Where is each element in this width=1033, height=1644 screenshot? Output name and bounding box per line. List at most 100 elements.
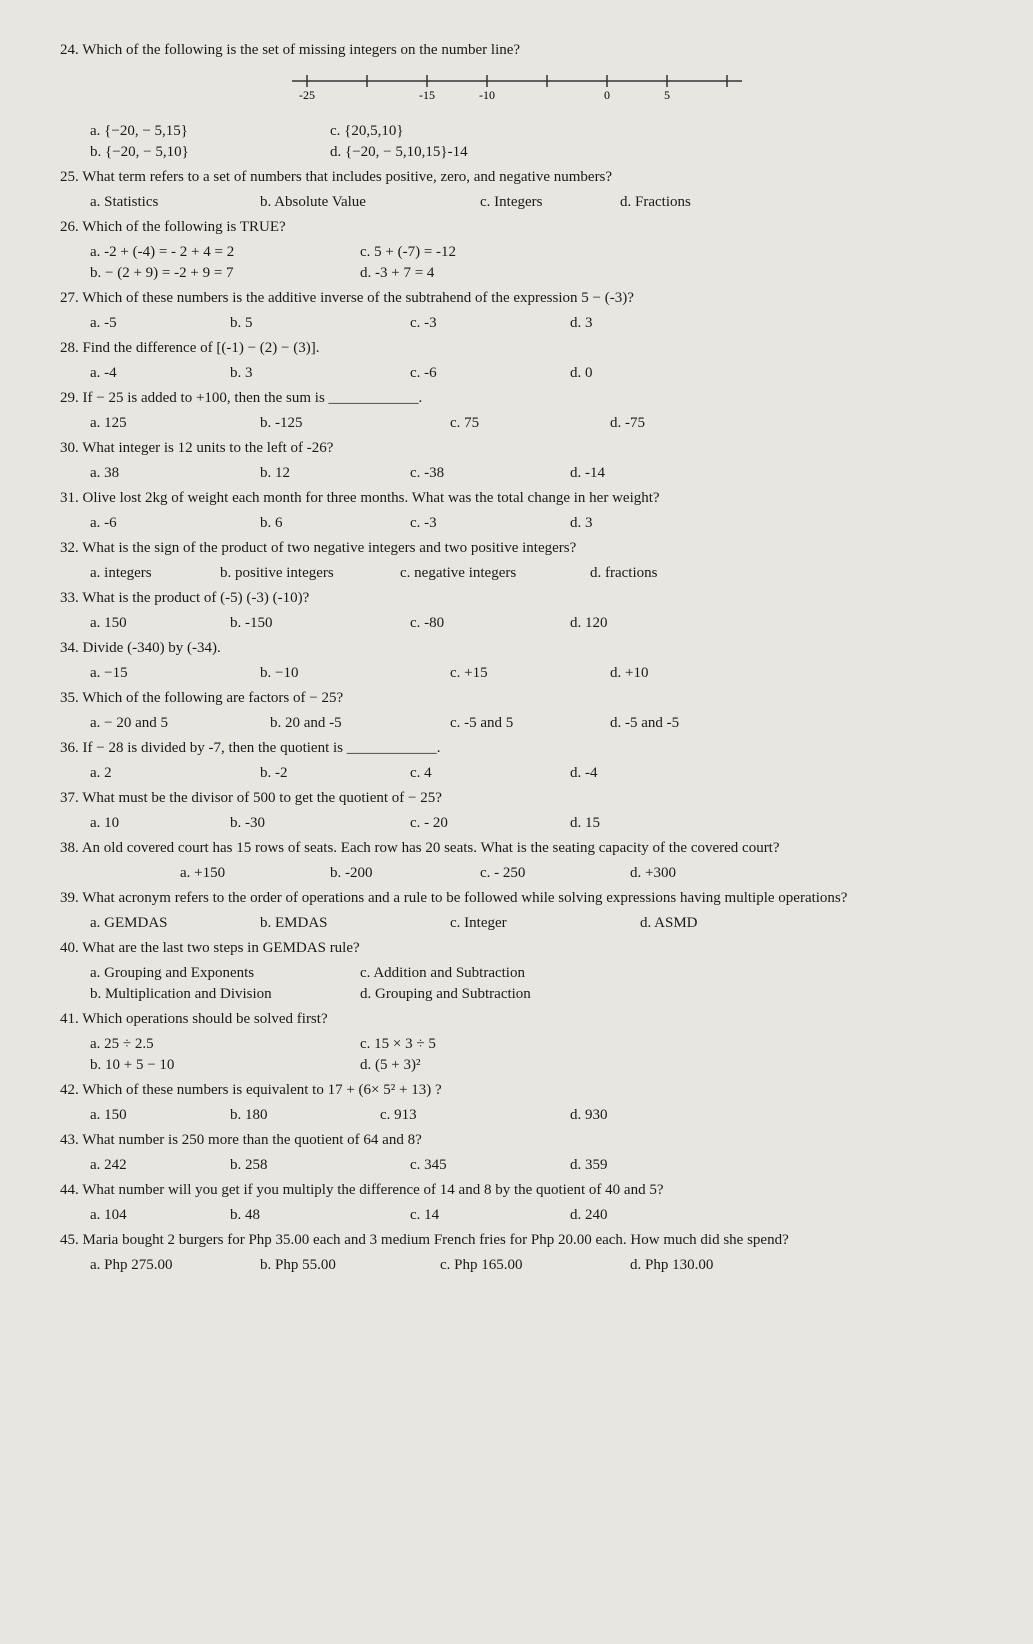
- opt-b: b. 258: [230, 1155, 370, 1176]
- opt-a: a. − 20 and 5: [90, 713, 230, 734]
- question-29: 29. If − 25 is added to +100, then the s…: [60, 388, 973, 409]
- opt-c: c. +15: [450, 663, 570, 684]
- q-num: 34.: [60, 640, 79, 656]
- options-45: a. Php 275.00 b. Php 55.00 c. Php 165.00…: [90, 1255, 973, 1276]
- q-text: Which of these numbers is the additive i…: [82, 290, 634, 306]
- opt-d: d. 3: [570, 313, 593, 334]
- q-text: If − 25 is added to +100, then the sum i…: [83, 390, 423, 406]
- options-33: a. 150 b. -150 c. -80 d. 120: [90, 613, 973, 634]
- opt-b: b. -150: [230, 613, 370, 634]
- opt-d: d. {−20, − 5,10,15}-14: [330, 142, 468, 163]
- question-45: 45. Maria bought 2 burgers for Php 35.00…: [60, 1230, 973, 1251]
- opt-b: b. 12: [260, 463, 370, 484]
- opt-d: d. 359: [570, 1155, 608, 1176]
- opt-b: b. 6: [260, 513, 370, 534]
- options-41: a. 25 ÷ 2.5 c. 15 × 3 ÷ 5 b. 10 + 5 − 10…: [90, 1034, 973, 1076]
- q-text: What are the last two steps in GEMDAS ru…: [82, 940, 359, 956]
- q-num: 36.: [60, 740, 79, 756]
- opt-d: d. 15: [570, 813, 600, 834]
- opt-c: c. - 20: [410, 813, 530, 834]
- q-num: 29.: [60, 390, 79, 406]
- question-36: 36. If − 28 is divided by -7, then the q…: [60, 738, 973, 759]
- opt-d: d. -3 + 7 = 4: [360, 263, 434, 284]
- opt-c: c. Integers: [480, 192, 580, 213]
- q-text: Olive lost 2kg of weight each month for …: [83, 490, 660, 506]
- question-43: 43. What number is 250 more than the quo…: [60, 1130, 973, 1151]
- opt-d: d. Fractions: [620, 192, 691, 213]
- opt-d: d. -14: [570, 463, 605, 484]
- q-num: 40.: [60, 940, 79, 956]
- question-30: 30. What integer is 12 units to the left…: [60, 438, 973, 459]
- opt-d: d. +10: [610, 663, 648, 684]
- options-27: a. -5 b. 5 c. -3 d. 3: [90, 313, 973, 334]
- tick-label: -25: [299, 88, 315, 101]
- options-30: a. 38 b. 12 c. -38 d. -14: [90, 463, 973, 484]
- opt-b: b. EMDAS: [260, 913, 410, 934]
- q-num: 44.: [60, 1182, 79, 1198]
- opt-b: b. −10: [260, 663, 410, 684]
- q-text: Divide (-340) by (-34).: [83, 640, 221, 656]
- tick-label: 0: [604, 88, 610, 101]
- opt-b: b. -30: [230, 813, 370, 834]
- number-line-svg: -25 -15 -10 0 5: [287, 71, 747, 101]
- q-num: 25.: [60, 169, 79, 185]
- q-text: Find the difference of [(-1) − (2) − (3)…: [83, 340, 320, 356]
- number-line: -25 -15 -10 0 5: [267, 71, 767, 101]
- opt-b: b. 5: [230, 313, 370, 334]
- q-num: 27.: [60, 290, 79, 306]
- opt-c: c. -5 and 5: [450, 713, 570, 734]
- question-38: 38. An old covered court has 15 rows of …: [60, 838, 973, 859]
- opt-a: a. -4: [90, 363, 190, 384]
- opt-a: a. −15: [90, 663, 220, 684]
- options-26: a. -2 + (-4) = - 2 + 4 = 2 c. 5 + (-7) =…: [90, 242, 973, 284]
- question-28: 28. Find the difference of [(-1) − (2) −…: [60, 338, 973, 359]
- opt-a: a. -5: [90, 313, 190, 334]
- q-num: 43.: [60, 1132, 79, 1148]
- opt-a: a. GEMDAS: [90, 913, 220, 934]
- opt-d: d. 930: [570, 1105, 608, 1126]
- q-text: What term refers to a set of numbers tha…: [82, 169, 612, 185]
- opt-a: a. Php 275.00: [90, 1255, 220, 1276]
- opt-a: a. 2: [90, 763, 220, 784]
- opt-a: a. Statistics: [90, 192, 220, 213]
- q-text: Maria bought 2 burgers for Php 35.00 eac…: [83, 1232, 789, 1248]
- opt-d: d. 3: [570, 513, 593, 534]
- opt-b: b. 3: [230, 363, 370, 384]
- q-num: 32.: [60, 540, 79, 556]
- opt-b: b. Multiplication and Division: [90, 984, 320, 1005]
- question-33: 33. What is the product of (-5) (-3) (-1…: [60, 588, 973, 609]
- opt-d: d. 240: [570, 1205, 608, 1226]
- question-27: 27. Which of these numbers is the additi…: [60, 288, 973, 309]
- question-40: 40. What are the last two steps in GEMDA…: [60, 938, 973, 959]
- question-25: 25. What term refers to a set of numbers…: [60, 167, 973, 188]
- options-35: a. − 20 and 5 b. 20 and -5 c. -5 and 5 d…: [90, 713, 973, 734]
- q-text: What must be the divisor of 500 to get t…: [82, 790, 442, 806]
- opt-d: d. ASMD: [640, 913, 698, 934]
- question-24: 24. Which of the following is the set of…: [60, 40, 973, 61]
- opt-d: d. (5 + 3)²: [360, 1055, 420, 1076]
- q-num: 41.: [60, 1011, 79, 1027]
- opt-b: b. Php 55.00: [260, 1255, 400, 1276]
- options-29: a. 125 b. -125 c. 75 d. -75: [90, 413, 973, 434]
- options-39: a. GEMDAS b. EMDAS c. Integer d. ASMD: [90, 913, 973, 934]
- question-37: 37. What must be the divisor of 500 to g…: [60, 788, 973, 809]
- opt-c: c. 5 + (-7) = -12: [360, 242, 456, 263]
- q-num: 30.: [60, 440, 79, 456]
- q-num: 39.: [60, 890, 79, 906]
- question-35: 35. Which of the following are factors o…: [60, 688, 973, 709]
- q-text: What number is 250 more than the quotien…: [82, 1132, 422, 1148]
- opt-c: c. {20,5,10}: [330, 121, 404, 142]
- options-44: a. 104 b. 48 c. 14 d. 240: [90, 1205, 973, 1226]
- opt-c: c. -80: [410, 613, 530, 634]
- tick-label: -15: [419, 88, 435, 101]
- opt-c: c. -6: [410, 363, 530, 384]
- q-text: Which of these numbers is equivalent to …: [82, 1082, 441, 1098]
- opt-b: b. 20 and -5: [270, 713, 410, 734]
- opt-c: c. negative integers: [400, 563, 550, 584]
- q-text: Which operations should be solved first?: [82, 1011, 327, 1027]
- opt-b: b. 180: [230, 1105, 340, 1126]
- q-text: What integer is 12 units to the left of …: [82, 440, 333, 456]
- opt-a: a. 125: [90, 413, 220, 434]
- options-31: a. -6 b. 6 c. -3 d. 3: [90, 513, 973, 534]
- question-32: 32. What is the sign of the product of t…: [60, 538, 973, 559]
